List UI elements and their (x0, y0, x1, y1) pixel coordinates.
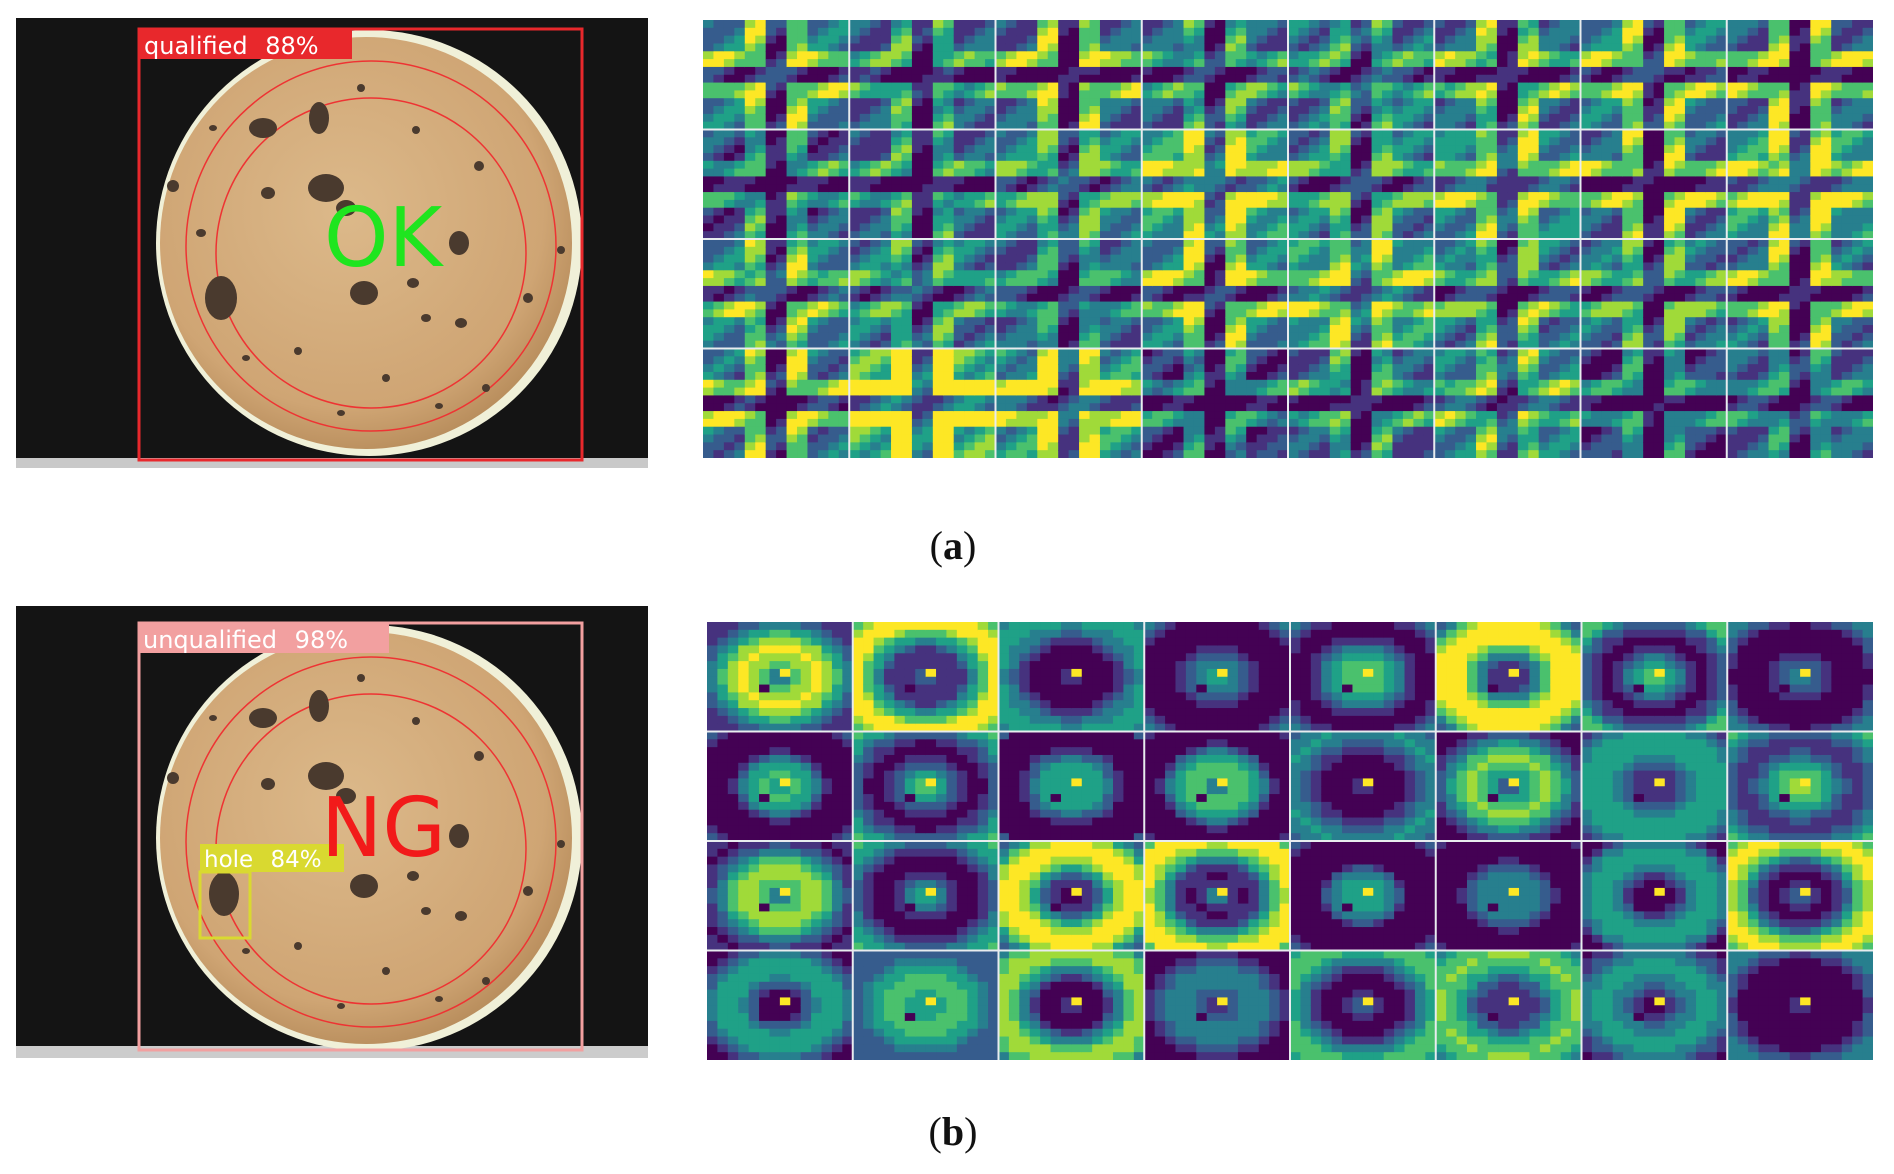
panel-a-feature-map-r4-c8 (1726, 348, 1873, 458)
surface-defects (167, 84, 565, 416)
panel-b-feature-map-r1-c2 (852, 622, 1000, 733)
panel-a-photo: qualified 88% OK (16, 18, 648, 468)
panel-b-feature-map-r1-c4 (1144, 622, 1291, 733)
panel-b-feature-map-r3-c6 (1435, 841, 1583, 952)
qualified-label-bg (139, 29, 352, 59)
panel-a-feature-map-r1-c3 (995, 20, 1143, 131)
unqualified-label-bg (139, 623, 389, 653)
panel-a-feature-map-r3-c2 (849, 239, 997, 350)
panel-a-feature-map-r4-c7 (1580, 348, 1728, 458)
panel-a-feature-map-r1-c1 (703, 20, 850, 131)
caption-a: (a) (929, 523, 977, 568)
caption-b: (b) (928, 1109, 978, 1154)
panel-b-feature-map-r4-c6 (1435, 950, 1583, 1060)
unqualified-label: unqualified 98% (143, 626, 348, 654)
panel-b-feature-map-r1-c8 (1727, 622, 1873, 733)
panel-b-feature-map-r2-c5 (1290, 731, 1437, 842)
surface-defects (167, 674, 565, 1009)
panel-a-feature-map-r2-c6 (1434, 129, 1582, 240)
panel-b-feature-map-r1-c5 (1290, 622, 1437, 733)
panel-b-feature-map-r1-c1 (707, 622, 854, 733)
panel-a-feature-map-r1-c4 (1141, 20, 1289, 131)
panel-a-feature-map-r1-c2 (849, 20, 997, 131)
panel-a-feature-map-r3-c8 (1726, 239, 1873, 350)
cork-disc (160, 37, 572, 449)
panel-b-feature-map-r2-c1 (707, 731, 854, 842)
panel-b-photo: unqualified 98% hole 84% NG (16, 606, 648, 1058)
panel-b-feature-map-r2-c6 (1435, 731, 1583, 842)
panel-a-feature-map-r3-c4 (1141, 239, 1289, 350)
panel-b-feature-map-r4-c2 (852, 950, 1000, 1060)
panel-b-feature-map-r2-c4 (1144, 731, 1291, 842)
panel-b-feature-map-r3-c4 (1144, 841, 1291, 952)
panel-a-feature-map-r4-c6 (1434, 348, 1582, 458)
panel-b-feature-map-r1-c6 (1435, 622, 1583, 733)
hole-label: hole 84% (204, 847, 322, 873)
panel-b-feature-map-r3-c8 (1727, 841, 1873, 952)
inspection-ring-outer (185, 656, 557, 1028)
panel-a-feature-map-r2-c1 (703, 129, 850, 240)
panel-a-feature-map-r4-c1 (703, 348, 850, 458)
panel-a-feature-map-r3-c6 (1434, 239, 1582, 350)
panel-b-feature-map-r4-c7 (1581, 950, 1728, 1060)
panel-b-feature-map-r4-c3 (998, 950, 1145, 1060)
panel-b-feature-map-r3-c7 (1581, 841, 1728, 952)
panel-b-feature-map-r3-c1 (707, 841, 854, 952)
panel-a-feature-map-r1-c8 (1726, 20, 1873, 131)
panel-b-feature-map-r4-c1 (707, 950, 854, 1060)
qualified-label: qualified 88% (144, 32, 319, 60)
panel-b-feature-maps (707, 622, 1873, 1060)
panel-b-feature-map-r4-c4 (1144, 950, 1291, 1060)
panel-a-feature-map-r4-c5 (1288, 348, 1435, 458)
panel-a-feature-map-r2-c4 (1141, 129, 1289, 240)
qualified-bounding-box (137, 27, 584, 462)
panel-a-feature-map-r1-c7 (1580, 20, 1728, 131)
panel-b-feature-map-r2-c3 (998, 731, 1145, 842)
panel-b-feature-map-r2-c7 (1581, 731, 1728, 842)
panel-a-feature-map-r3-c1 (703, 239, 850, 350)
panel-a-feature-map-r3-c5 (1288, 239, 1435, 350)
panel-b-feature-map-r4-c8 (1727, 950, 1873, 1060)
panel-b-feature-map-r3-c3 (998, 841, 1145, 952)
cork-disc (160, 632, 572, 1044)
panel-a-feature-map-r3-c3 (995, 239, 1143, 350)
panel-a-feature-map-r2-c7 (1580, 129, 1728, 240)
panel-a-feature-map-r2-c3 (995, 129, 1143, 240)
verdict-ok: OK (324, 191, 445, 286)
panel-b-feature-map-r3-c2 (852, 841, 1000, 952)
panel-a-feature-map-r2-c8 (1726, 129, 1873, 240)
panel-a-feature-map-r4-c4 (1141, 348, 1289, 458)
panel-b-feature-map-r1-c7 (1581, 622, 1728, 733)
panel-b-feature-map-r1-c3 (998, 622, 1145, 733)
verdict-ng: NG (321, 781, 446, 876)
panel-a-feature-map-r1-c6 (1434, 20, 1582, 131)
panel-a-feature-map-r3-c7 (1580, 239, 1728, 350)
hole-label-bg (200, 844, 344, 872)
panel-a-feature-map-r4-c3 (995, 348, 1143, 458)
panel-a-feature-map-r2-c5 (1288, 129, 1435, 240)
inspection-ring-inner (215, 97, 527, 409)
panel-a-feature-map-r2-c2 (849, 129, 997, 240)
panel-b-feature-map-r2-c2 (852, 731, 1000, 842)
panel-a-feature-maps (703, 20, 1873, 458)
inspection-ring-outer (185, 60, 557, 432)
panel-a-feature-map-r1-c5 (1288, 20, 1435, 131)
panel-b-feature-map-r3-c5 (1290, 841, 1437, 952)
panel-b-feature-map-r2-c8 (1727, 731, 1873, 842)
panel-a-feature-map-r4-c2 (849, 348, 997, 458)
panel-b-feature-map-r4-c5 (1290, 950, 1437, 1060)
